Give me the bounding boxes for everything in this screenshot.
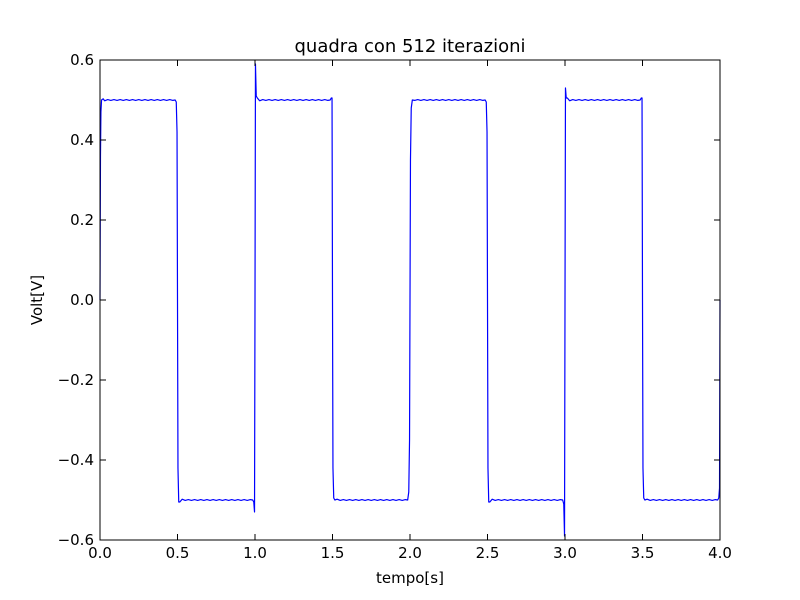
y-tick-label: −0.2 xyxy=(58,371,94,389)
y-tick-label: −0.6 xyxy=(58,531,94,549)
y-axis-label: Volt[V] xyxy=(28,275,46,325)
x-tick-label: 0.5 xyxy=(166,544,190,562)
x-axis-label: tempo[s] xyxy=(376,569,444,587)
y-tick-label: 0.0 xyxy=(70,291,94,309)
chart-title: quadra con 512 iterazioni xyxy=(295,36,526,57)
x-tick-label: 3.0 xyxy=(553,544,577,562)
y-tick-label: 0.2 xyxy=(70,211,94,229)
plot-frame xyxy=(99,59,721,541)
x-tick-label: 2.0 xyxy=(398,544,422,562)
x-tick-label: 2.5 xyxy=(476,544,500,562)
y-tick-label: 0.4 xyxy=(70,131,94,149)
y-tick-label: −0.4 xyxy=(58,451,94,469)
y-tick-label: 0.6 xyxy=(70,51,94,69)
series-line-0 xyxy=(99,63,721,537)
x-tick-label: 0.0 xyxy=(88,544,112,562)
x-tick-label: 1.5 xyxy=(321,544,345,562)
x-tick-label: 3.5 xyxy=(631,544,655,562)
x-tick-label: 4.0 xyxy=(708,544,732,562)
x-tick-label: 1.0 xyxy=(243,544,267,562)
series-layer xyxy=(99,63,721,537)
tick-layer: 0.0 0.5 1.0 1.5 2.0 2.5 3.0 3.5 4.00.60.40.20.0−… xyxy=(58,51,732,562)
